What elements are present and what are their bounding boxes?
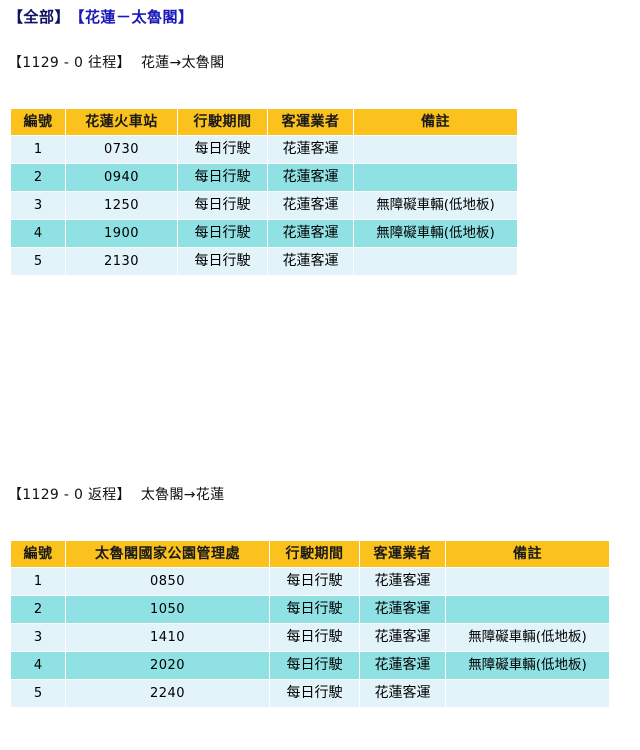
cell-no: 2 [10,164,66,192]
cell-no: 3 [10,624,66,652]
section-destination-outbound: 花蓮→太魯閣 [140,55,225,71]
cell-period: 每日行駛 [270,680,360,708]
cell-period: 每日行駛 [270,568,360,596]
column-header-no: 編號 [10,108,66,136]
table-header-row: 編號 太魯閣國家公園管理處 行駛期間 客運業者 備註 [10,540,610,568]
cell-operator: 花蓮客運 [268,136,354,164]
page-title-route: 【花蓮－太魯閣】 [77,8,194,26]
cell-operator: 花蓮客運 [360,680,446,708]
column-header-station: 花蓮火車站 [66,108,178,136]
cell-no: 2 [10,596,66,624]
cell-no: 3 [10,192,66,220]
column-header-operator: 客運業者 [268,108,354,136]
cell-note [354,136,518,164]
table-row: 3 1410 每日行駛 花蓮客運 無障礙車輛(低地板) [10,624,610,652]
cell-no: 1 [10,568,66,596]
column-header-operator: 客運業者 [360,540,446,568]
schedule-table-inbound: 編號 太魯閣國家公園管理處 行駛期間 客運業者 備註 1 0850 每日行駛 花… [10,540,610,708]
cell-operator: 花蓮客運 [268,164,354,192]
cell-note [354,164,518,192]
page-title: 【全部】 【花蓮－太魯閣】 [8,6,194,27]
cell-period: 每日行駛 [270,652,360,680]
column-header-period: 行駛期間 [270,540,360,568]
column-header-no: 編號 [10,540,66,568]
cell-operator: 花蓮客運 [360,652,446,680]
cell-operator: 花蓮客運 [360,568,446,596]
table-header-row: 編號 花蓮火車站 行駛期間 客運業者 備註 [10,108,518,136]
cell-time: 1410 [66,624,270,652]
cell-time: 1250 [66,192,178,220]
cell-period: 每日行駛 [270,624,360,652]
cell-time: 0850 [66,568,270,596]
table-row: 2 1050 每日行駛 花蓮客運 [10,596,610,624]
cell-no: 1 [10,136,66,164]
section-code-outbound: 【1129 - 0 往程】 [8,55,131,71]
table-row: 5 2240 每日行駛 花蓮客運 [10,680,610,708]
cell-time: 0940 [66,164,178,192]
cell-period: 每日行駛 [178,164,268,192]
column-header-note: 備註 [446,540,610,568]
section-code-inbound: 【1129 - 0 返程】 [8,487,131,503]
cell-no: 5 [10,680,66,708]
cell-period: 每日行駛 [270,596,360,624]
cell-operator: 花蓮客運 [360,624,446,652]
cell-note: 無障礙車輛(低地板) [446,624,610,652]
column-header-station: 太魯閣國家公園管理處 [66,540,270,568]
table-row: 5 2130 每日行駛 花蓮客運 [10,248,518,276]
table-row: 3 1250 每日行駛 花蓮客運 無障礙車輛(低地板) [10,192,518,220]
cell-note: 無障礙車輛(低地板) [354,192,518,220]
section-heading-inbound: 【1129 - 0 返程】 太魯閣→花蓮 [8,484,224,504]
cell-time: 2020 [66,652,270,680]
schedule-table-outbound: 編號 花蓮火車站 行駛期間 客運業者 備註 1 0730 每日行駛 花蓮客運 2… [10,108,518,276]
cell-operator: 花蓮客運 [268,220,354,248]
cell-note [354,248,518,276]
table-row: 1 0730 每日行駛 花蓮客運 [10,136,518,164]
table-row: 2 0940 每日行駛 花蓮客運 [10,164,518,192]
cell-no: 4 [10,652,66,680]
table-row: 1 0850 每日行駛 花蓮客運 [10,568,610,596]
column-header-note: 備註 [354,108,518,136]
cell-time: 2130 [66,248,178,276]
cell-note [446,596,610,624]
cell-note [446,680,610,708]
cell-note [446,568,610,596]
column-header-period: 行駛期間 [178,108,268,136]
table-row: 4 1900 每日行駛 花蓮客運 無障礙車輛(低地板) [10,220,518,248]
section-destination-inbound: 太魯閣→花蓮 [140,487,225,503]
cell-operator: 花蓮客運 [360,596,446,624]
cell-note: 無障礙車輛(低地板) [354,220,518,248]
cell-period: 每日行駛 [178,136,268,164]
cell-time: 1050 [66,596,270,624]
cell-note: 無障礙車輛(低地板) [446,652,610,680]
page-title-all: 【全部】 [8,8,71,26]
cell-operator: 花蓮客運 [268,192,354,220]
cell-time: 0730 [66,136,178,164]
cell-time: 1900 [66,220,178,248]
cell-no: 5 [10,248,66,276]
cell-period: 每日行駛 [178,192,268,220]
cell-time: 2240 [66,680,270,708]
cell-period: 每日行駛 [178,248,268,276]
table-row: 4 2020 每日行駛 花蓮客運 無障礙車輛(低地板) [10,652,610,680]
cell-operator: 花蓮客運 [268,248,354,276]
section-heading-outbound: 【1129 - 0 往程】 花蓮→太魯閣 [8,52,224,72]
cell-no: 4 [10,220,66,248]
cell-period: 每日行駛 [178,220,268,248]
